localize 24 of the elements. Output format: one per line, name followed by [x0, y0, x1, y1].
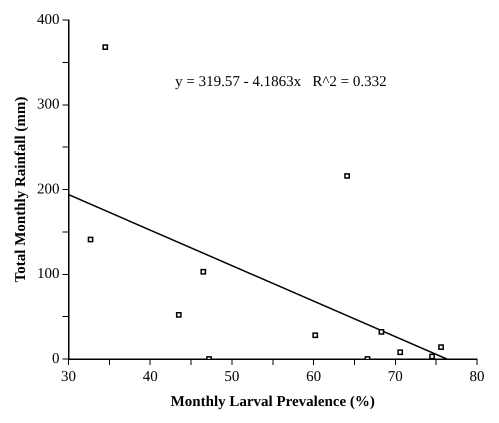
- y-axis-title: Total Monthly Rainfall (mm): [12, 96, 29, 282]
- point: [102, 44, 108, 50]
- y-tick-label: 0: [52, 350, 60, 367]
- point: [88, 236, 94, 242]
- x-tick-label: 60: [306, 368, 322, 385]
- y-tick-label: 400: [37, 12, 60, 28]
- point: [397, 349, 404, 356]
- point: [438, 344, 444, 350]
- point: [176, 312, 182, 318]
- y-tick-label: 200: [37, 181, 60, 198]
- y-tick-label: 300: [37, 96, 60, 113]
- y-tick-label: 100: [37, 266, 60, 282]
- annotation: y = 319.57 - 4.1863x R^2 = 0.332: [175, 74, 387, 90]
- x-tick-label: 70: [388, 368, 403, 385]
- x-tick-label: 80: [470, 368, 484, 385]
- x-tick-label: 50: [224, 368, 240, 385]
- point: [200, 268, 206, 275]
- x-tick-label: 40: [142, 368, 158, 385]
- point: [344, 173, 350, 179]
- point: [312, 332, 318, 338]
- point: [378, 329, 384, 335]
- point: [429, 354, 435, 359]
- x-axis-title: Monthly Larval Prevalence (%): [170, 394, 375, 410]
- x-tick-label: 30: [61, 368, 76, 385]
